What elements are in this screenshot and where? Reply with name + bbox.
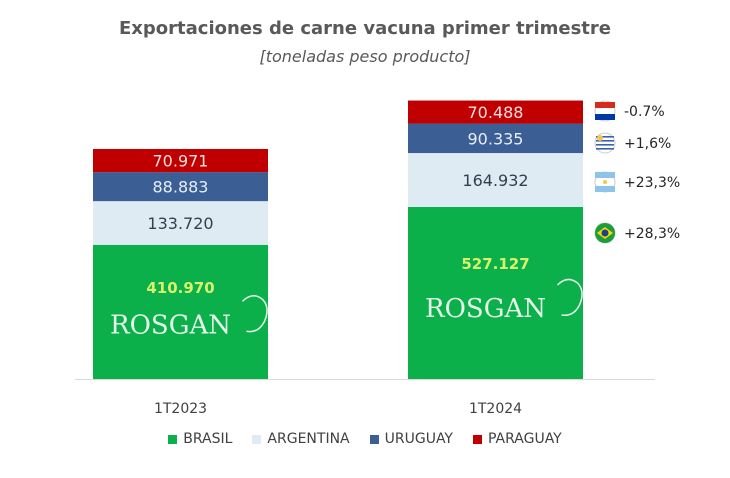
bar-segment-paraguay xyxy=(408,100,583,124)
chart-title: Exportaciones de carne vacuna primer tri… xyxy=(119,18,611,39)
data-label: 70.488 xyxy=(468,103,524,122)
change-label: +23,3% xyxy=(624,175,680,191)
chart-subtitle: [toneladas peso producto] xyxy=(259,47,471,66)
legend-item: ARGENTINA xyxy=(252,431,350,447)
category-label: 1T2023 xyxy=(154,401,207,417)
bar-segment-uruguay xyxy=(408,123,583,154)
bar-segment-uruguay xyxy=(93,172,268,202)
legend: BRASIL ARGENTINA URUGUAY PARAGUAY xyxy=(0,431,730,447)
legend-label: PARAGUAY xyxy=(487,431,562,447)
change-label: -0.7% xyxy=(624,104,665,120)
legend-item: BRASIL xyxy=(168,431,232,447)
rosgan-logo: ROSGAN xyxy=(110,310,231,340)
bar-segment-paraguay xyxy=(93,148,268,173)
change-label: +28,3% xyxy=(624,226,680,242)
data-label: 527.127 xyxy=(461,255,529,273)
legend-label: ARGENTINA xyxy=(267,431,350,447)
bar-segment-brasil xyxy=(93,244,268,379)
data-label: 70.971 xyxy=(153,152,209,171)
cow-logo-icon xyxy=(241,295,268,333)
legend-swatch xyxy=(472,434,482,444)
category-label: 1T2024 xyxy=(469,401,522,417)
bar-segment-argentina xyxy=(93,201,268,245)
legend-swatch xyxy=(168,434,178,444)
bar-segment-brasil xyxy=(408,206,583,379)
legend-label: BRASIL xyxy=(183,431,233,447)
legend-label: URUGUAY xyxy=(384,431,453,447)
cow-logo-icon xyxy=(556,278,583,317)
legend-item: URUGUAY xyxy=(369,431,453,447)
legend-swatch xyxy=(369,434,379,444)
uruguay-flag-icon xyxy=(594,132,616,154)
legend-item: PARAGUAY xyxy=(472,431,562,447)
legend-swatch xyxy=(252,434,262,444)
data-label: 133.720 xyxy=(147,214,213,233)
data-label: 410.970 xyxy=(146,279,214,297)
change-label: +1,6% xyxy=(624,136,671,152)
bar-segment-argentina xyxy=(408,153,583,207)
data-label: 164.932 xyxy=(462,171,528,190)
brazil-flag-icon xyxy=(594,222,616,244)
paraguay-flag-icon xyxy=(594,100,616,122)
rosgan-logo: ROSGAN xyxy=(425,294,546,324)
argentina-flag-icon xyxy=(594,171,616,193)
data-label: 90.335 xyxy=(468,129,524,148)
data-label: 88.883 xyxy=(153,178,209,197)
